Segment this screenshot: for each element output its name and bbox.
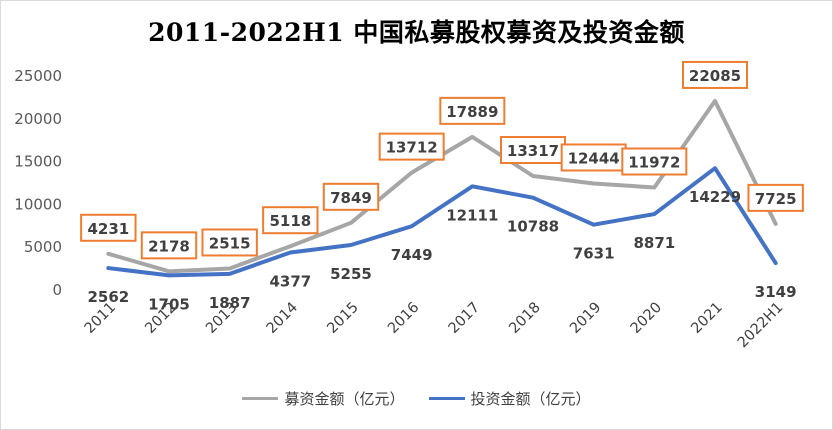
y-tick-label: 25000 — [14, 67, 62, 85]
x-tick-label: 2015 — [324, 300, 361, 337]
legend-item-fundraising: 募资金额（亿元） — [242, 388, 405, 409]
x-tick-label: 2017 — [446, 300, 483, 337]
data-label-investment: 1705 — [148, 295, 190, 313]
data-label-box — [80, 213, 137, 242]
y-tick-label: 20000 — [14, 110, 62, 128]
x-tick-label: 2019 — [567, 300, 604, 337]
data-label-box — [621, 147, 688, 176]
legend-label-investment: 投资金额（亿元） — [470, 390, 591, 408]
data-label-box — [560, 143, 627, 172]
data-label-fundraising: 13712 — [386, 139, 438, 157]
x-tick-label: 2020 — [628, 300, 665, 337]
x-tick-label: 2014 — [264, 300, 301, 337]
y-tick-label: 15000 — [14, 153, 62, 171]
x-tick-label: 2021 — [688, 300, 725, 337]
data-label-fundraising: 5118 — [269, 212, 311, 230]
y-tick-label: 0 — [52, 281, 62, 299]
data-label-investment: 4377 — [269, 273, 311, 291]
data-label-box — [201, 228, 258, 257]
data-label-investment: 7631 — [573, 245, 615, 263]
data-label-fundraising: 22085 — [689, 67, 741, 85]
data-label-box — [262, 206, 319, 235]
data-label-box — [500, 136, 566, 165]
data-label-box — [747, 183, 804, 212]
y-tick-label: 5000 — [24, 238, 62, 256]
data-label-investment: 2562 — [87, 288, 129, 306]
data-label-fundraising: 13317 — [507, 142, 559, 160]
data-label-fundraising: 2515 — [209, 234, 251, 252]
y-tick-label: 10000 — [14, 195, 62, 213]
x-tick-label: 2018 — [506, 300, 543, 337]
data-label-investment: 3149 — [755, 283, 797, 301]
x-tick-label: 2016 — [385, 300, 422, 337]
data-label-fundraising: 2178 — [148, 237, 190, 255]
data-label-fundraising: 7849 — [330, 189, 372, 207]
data-label-box — [378, 132, 445, 161]
data-label-fundraising: 7725 — [755, 190, 797, 208]
data-label-investment: 8871 — [633, 234, 675, 252]
data-label-investment: 10788 — [507, 218, 559, 236]
data-label-box — [322, 182, 380, 211]
data-label-investment: 5255 — [330, 265, 372, 283]
data-label-investment: 12111 — [446, 206, 498, 224]
x-tick-label: 2022H1 — [735, 300, 787, 352]
data-label-box — [140, 231, 198, 260]
data-label-fundraising: 17889 — [446, 103, 498, 121]
data-labels: 4231 2178 2515 5118 7849 13712 17889 13317 12444… — [80, 60, 804, 313]
legend-swatch-investment — [428, 397, 465, 400]
data-label-investment: 14229 — [689, 188, 741, 206]
data-label-investment: 1887 — [209, 294, 251, 312]
chart-legend: 募资金额（亿元） 投资金额（亿元） — [0, 388, 833, 409]
chart-title: 2011-2022H1 中国私募股权募资及投资金额 — [148, 18, 685, 47]
data-label-box — [682, 60, 748, 89]
legend-label-fundraising: 募资金额（亿元） — [284, 390, 405, 408]
data-label-fundraising: 11972 — [628, 154, 680, 172]
data-label-box — [439, 96, 506, 125]
series-line-investment — [106, 166, 778, 278]
data-label-fundraising: 12444 — [568, 149, 620, 167]
y-axis: 0 5000 10000 15000 20000 25000 — [14, 67, 62, 299]
legend-item-investment: 投资金额（亿元） — [428, 388, 591, 409]
legend-swatch-fundraising — [242, 397, 279, 400]
data-label-fundraising: 4231 — [87, 220, 129, 238]
data-label-investment: 7449 — [391, 246, 433, 264]
